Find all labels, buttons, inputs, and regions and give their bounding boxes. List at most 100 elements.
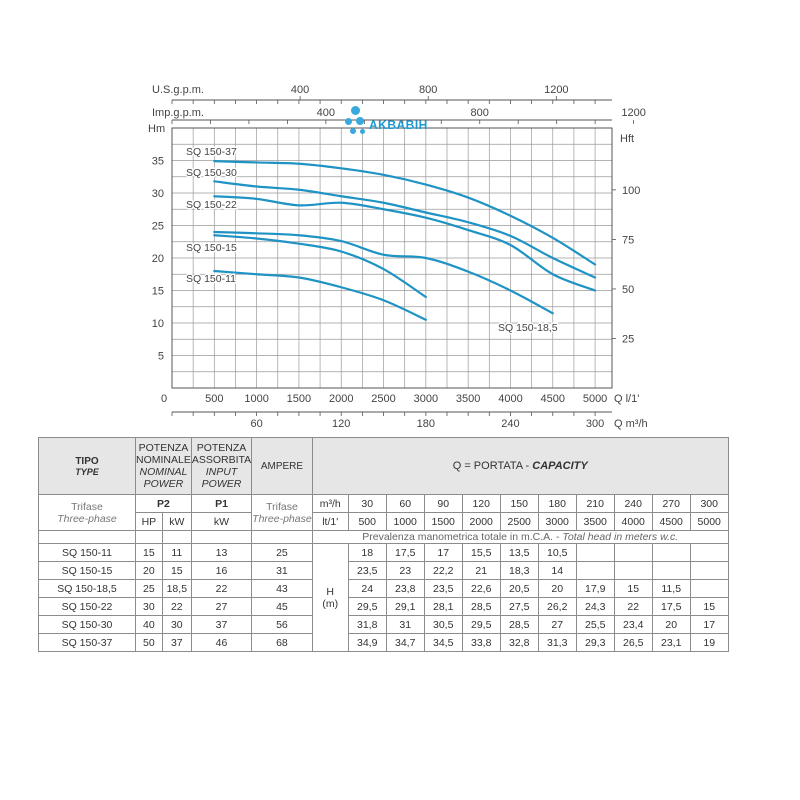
head-value-cell: 31,8 (347, 615, 387, 634)
three-phase-label-2: Three-phase (252, 512, 312, 525)
lt-value: 1000 (385, 512, 425, 531)
spacer-cell (161, 530, 192, 544)
model-cell: SQ 150-37 (38, 633, 136, 652)
logo-text: AKBABIH (369, 118, 428, 132)
m3h-value: 150 (499, 494, 539, 513)
head-value-cell: 26,2 (537, 597, 577, 616)
capacity-header: Q = PORTATA - CAPACITY (311, 437, 729, 495)
total-head-label: Total head in meters w.c. (562, 531, 679, 543)
m3h-value: 240 (613, 494, 653, 513)
head-value-cell: 20 (651, 615, 691, 634)
head-value-cell: 21 (461, 561, 501, 580)
y-tick-label: 20 (152, 253, 164, 265)
series-label: SQ 150-11 (186, 273, 236, 285)
m3h-value: 180 (537, 494, 577, 513)
head-value-cell: 18,3 (499, 561, 539, 580)
lt-value: 2000 (461, 512, 501, 531)
head-value-cell: 29,5 (461, 615, 501, 634)
hft-tick-label: 50 (622, 284, 634, 296)
head-value-cell: 34,7 (385, 633, 425, 652)
table-row: SQ 150-15 20 15 16 31 23,5 23 22,2 21 18,3 14 (38, 561, 729, 580)
lt-value: 500 (347, 512, 387, 531)
m3h-tick-label: 180 (417, 418, 435, 430)
spacer-cell (135, 530, 163, 544)
kw-label-p1: kW (190, 512, 253, 531)
ampere-label: AMPERE (260, 461, 304, 472)
head-value-cell: 23,5 (347, 561, 387, 580)
m3h-value: 30 (347, 494, 387, 513)
hp-cell: 30 (135, 597, 163, 616)
head-value-cell (575, 561, 615, 580)
p1-cell: 46 (190, 633, 253, 652)
logo-bubble (356, 117, 364, 125)
head-value-cell: 32,8 (499, 633, 539, 652)
input-power-line1: INPUT (205, 466, 238, 478)
head-value-cell (689, 579, 729, 598)
y-axis-label: Hm (148, 123, 165, 135)
hp-label: HP (135, 512, 163, 531)
impgpm-tick-label: 800 (471, 107, 489, 119)
lt-value: 4500 (651, 512, 691, 531)
series-line (213, 269, 427, 321)
hft-tick-label: 75 (622, 234, 634, 246)
m3h-value: 270 (651, 494, 691, 513)
capacity-label: CAPACITY (532, 460, 588, 472)
m3h-tick-label: 300 (586, 418, 604, 430)
lt-value: 4000 (613, 512, 653, 531)
logo-bubble (360, 129, 365, 134)
series-line (213, 234, 427, 299)
unit-m3h: m³/h (311, 494, 349, 513)
head-value-cell (689, 561, 729, 580)
head-value-cell: 23,1 (651, 633, 691, 652)
potenza-assorbita-line1: POTENZA (196, 442, 247, 454)
lt-value: 3500 (575, 512, 615, 531)
head-value-cell: 15,5 (461, 543, 501, 562)
series-line (213, 180, 597, 279)
p1-cell: 13 (190, 543, 253, 562)
series-label: SQ 150-30 (186, 167, 237, 179)
h-label: H (326, 585, 335, 598)
head-value-cell: 28,1 (423, 597, 463, 616)
head-value-cell: 11,5 (651, 579, 691, 598)
model-cell: SQ 150-22 (38, 597, 136, 616)
ampere-header: AMPERE (251, 437, 313, 495)
head-value-cell: 34,5 (423, 633, 463, 652)
hp-cell: 20 (135, 561, 163, 580)
head-value-cell: 17 (689, 615, 729, 634)
head-value-cell: 17,9 (575, 579, 615, 598)
table-row: SQ 150-30 40 30 37 56 31,8 31 30,5 29,5 28,5 27 25,… (38, 615, 729, 634)
impgpm-axis-label: Imp.g.p.m. (152, 107, 204, 119)
m3h-value: 300 (689, 494, 729, 513)
three-phase-label: Three-phase (57, 512, 117, 525)
lt-value: 3000 (537, 512, 577, 531)
y-tick-label: 35 (152, 156, 164, 168)
nominal-power-header: POTENZA NOMINALE NOMINAL POWER (135, 437, 192, 495)
kw-cell: 18,5 (161, 579, 192, 598)
head-value-cell: 17,5 (651, 597, 691, 616)
head-value-cell: 33,8 (461, 633, 501, 652)
lt-value: 1500 (423, 512, 463, 531)
m3h-value: 210 (575, 494, 615, 513)
impgpm-tick-label: 400 (317, 107, 335, 119)
m3h-value: 120 (461, 494, 501, 513)
hp-cell: 15 (135, 543, 163, 562)
ampere-cell: 43 (251, 579, 313, 598)
model-cell: SQ 150-18,5 (38, 579, 136, 598)
hp-cell: 50 (135, 633, 163, 652)
model-cell: SQ 150-11 (38, 543, 136, 562)
head-value-cell: 29,5 (347, 597, 387, 616)
series-label: SQ 150-22 (186, 199, 237, 211)
head-value-cell: 28,5 (461, 597, 501, 616)
table-row: SQ 150-37 50 37 46 68 34,9 34,7 34,5 33,8 32,8 31,… (38, 633, 729, 652)
spacer-cell (251, 530, 313, 544)
nominal-power-line1: NOMINAL (139, 466, 188, 478)
brand-logo: AKBABIH (345, 106, 428, 144)
hft-tick-label: 25 (622, 333, 634, 345)
table-row: SQ 150-22 30 22 27 45 29,5 29,1 28,1 28,5 27,5 26,… (38, 597, 729, 616)
x-tick-label: 2500 (371, 393, 395, 405)
x-tick-label: 4000 (498, 393, 522, 405)
kw-cell: 30 (161, 615, 192, 634)
x-tick-label: 3500 (456, 393, 480, 405)
x-tick-label: 1500 (287, 393, 311, 405)
